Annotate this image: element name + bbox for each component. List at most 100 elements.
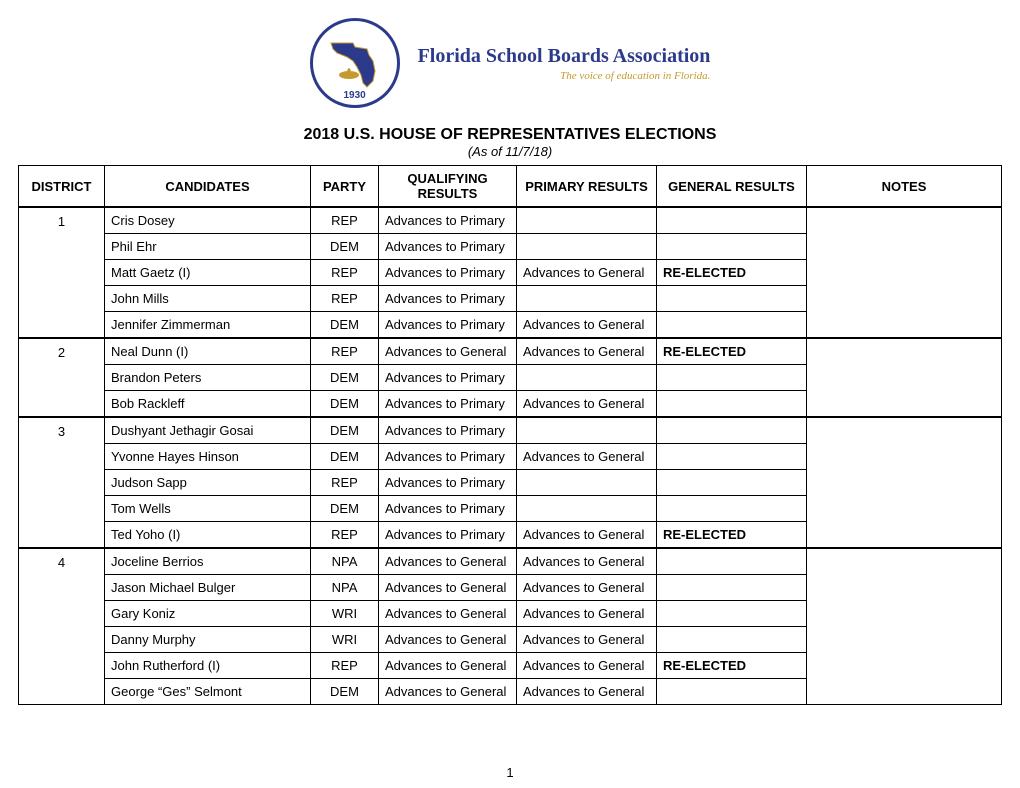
qualifying-cell: Advances to Primary bbox=[379, 470, 517, 496]
general-cell bbox=[657, 417, 807, 444]
primary-cell: Advances to General bbox=[517, 548, 657, 575]
qualifying-cell: Advances to General bbox=[379, 653, 517, 679]
col-qualifying-header: QUALIFYING RESULTS bbox=[379, 166, 517, 208]
primary-cell: Advances to General bbox=[517, 575, 657, 601]
candidate-cell: Joceline Berrios bbox=[105, 548, 311, 575]
district-cell: 4 bbox=[19, 548, 105, 705]
qualifying-cell: Advances to Primary bbox=[379, 207, 517, 234]
document-page: 1930 Florida School Boards Association T… bbox=[0, 0, 1020, 788]
page-subtitle: (As of 11/7/18) bbox=[18, 144, 1002, 159]
party-cell: REP bbox=[311, 522, 379, 549]
party-cell: NPA bbox=[311, 548, 379, 575]
general-cell bbox=[657, 627, 807, 653]
party-cell: DEM bbox=[311, 496, 379, 522]
candidate-cell: George “Ges” Selmont bbox=[105, 679, 311, 705]
party-cell: REP bbox=[311, 470, 379, 496]
logo-text: Florida School Boards Association The vo… bbox=[418, 45, 711, 82]
district-cell: 2 bbox=[19, 338, 105, 417]
primary-cell bbox=[517, 470, 657, 496]
party-cell: DEM bbox=[311, 417, 379, 444]
logo-year: 1930 bbox=[313, 90, 397, 101]
primary-cell: Advances to General bbox=[517, 444, 657, 470]
qualifying-cell: Advances to Primary bbox=[379, 444, 517, 470]
general-cell bbox=[657, 548, 807, 575]
party-cell: REP bbox=[311, 286, 379, 312]
general-cell: RE-ELECTED bbox=[657, 522, 807, 549]
party-cell: REP bbox=[311, 338, 379, 365]
general-cell bbox=[657, 470, 807, 496]
candidate-cell: Tom Wells bbox=[105, 496, 311, 522]
general-cell: RE-ELECTED bbox=[657, 260, 807, 286]
table-header-row: DISTRICT CANDIDATES PARTY QUALIFYING RES… bbox=[19, 166, 1002, 208]
general-cell bbox=[657, 679, 807, 705]
qualifying-cell: Advances to General bbox=[379, 679, 517, 705]
party-cell: DEM bbox=[311, 679, 379, 705]
general-cell bbox=[657, 234, 807, 260]
qualifying-cell: Advances to Primary bbox=[379, 522, 517, 549]
qualifying-cell: Advances to General bbox=[379, 575, 517, 601]
qualifying-cell: Advances to General bbox=[379, 548, 517, 575]
general-cell bbox=[657, 207, 807, 234]
party-cell: DEM bbox=[311, 391, 379, 418]
party-cell: DEM bbox=[311, 312, 379, 339]
candidate-cell: Jennifer Zimmerman bbox=[105, 312, 311, 339]
notes-cell bbox=[807, 417, 1002, 548]
col-primary-header: PRIMARY RESULTS bbox=[517, 166, 657, 208]
header-logo-block: 1930 Florida School Boards Association T… bbox=[18, 18, 1002, 108]
col-party-header: PARTY bbox=[311, 166, 379, 208]
party-cell: WRI bbox=[311, 601, 379, 627]
notes-cell bbox=[807, 338, 1002, 417]
candidate-cell: Brandon Peters bbox=[105, 365, 311, 391]
qualifying-cell: Advances to Primary bbox=[379, 365, 517, 391]
primary-cell: Advances to General bbox=[517, 653, 657, 679]
general-cell bbox=[657, 365, 807, 391]
col-general-header: GENERAL RESULTS bbox=[657, 166, 807, 208]
candidate-cell: Neal Dunn (I) bbox=[105, 338, 311, 365]
primary-cell bbox=[517, 207, 657, 234]
org-name: Florida School Boards Association bbox=[418, 45, 711, 68]
candidate-cell: Gary Koniz bbox=[105, 601, 311, 627]
district-cell: 3 bbox=[19, 417, 105, 548]
general-cell bbox=[657, 391, 807, 418]
party-cell: DEM bbox=[311, 444, 379, 470]
table-row: 2Neal Dunn (I)REPAdvances to GeneralAdva… bbox=[19, 338, 1002, 365]
candidate-cell: Judson Sapp bbox=[105, 470, 311, 496]
table-row: 4Joceline BerriosNPAAdvances to GeneralA… bbox=[19, 548, 1002, 575]
page-title: 2018 U.S. HOUSE OF REPRESENTATIVES ELECT… bbox=[18, 126, 1002, 144]
candidate-cell: Ted Yoho (I) bbox=[105, 522, 311, 549]
candidate-cell: Danny Murphy bbox=[105, 627, 311, 653]
general-cell bbox=[657, 286, 807, 312]
primary-cell bbox=[517, 234, 657, 260]
table-row: 3Dushyant Jethagir GosaiDEMAdvances to P… bbox=[19, 417, 1002, 444]
party-cell: REP bbox=[311, 653, 379, 679]
candidate-cell: Matt Gaetz (I) bbox=[105, 260, 311, 286]
candidate-cell: John Rutherford (I) bbox=[105, 653, 311, 679]
general-cell bbox=[657, 575, 807, 601]
qualifying-cell: Advances to Primary bbox=[379, 234, 517, 260]
primary-cell: Advances to General bbox=[517, 627, 657, 653]
elections-table: DISTRICT CANDIDATES PARTY QUALIFYING RES… bbox=[18, 165, 1002, 705]
qualifying-cell: Advances to Primary bbox=[379, 312, 517, 339]
candidate-cell: Cris Dosey bbox=[105, 207, 311, 234]
primary-cell: Advances to General bbox=[517, 601, 657, 627]
primary-cell bbox=[517, 496, 657, 522]
col-notes-header: NOTES bbox=[807, 166, 1002, 208]
party-cell: DEM bbox=[311, 365, 379, 391]
notes-cell bbox=[807, 207, 1002, 338]
notes-cell bbox=[807, 548, 1002, 705]
primary-cell: Advances to General bbox=[517, 338, 657, 365]
logo-emblem: 1930 bbox=[310, 18, 400, 108]
primary-cell: Advances to General bbox=[517, 522, 657, 549]
qualifying-cell: Advances to Primary bbox=[379, 260, 517, 286]
qualifying-cell: Advances to General bbox=[379, 601, 517, 627]
primary-cell: Advances to General bbox=[517, 312, 657, 339]
qualifying-cell: Advances to Primary bbox=[379, 496, 517, 522]
table-body: 1Cris DoseyREPAdvances to PrimaryPhil Eh… bbox=[19, 207, 1002, 705]
qualifying-cell: Advances to Primary bbox=[379, 286, 517, 312]
primary-cell: Advances to General bbox=[517, 679, 657, 705]
candidate-cell: John Mills bbox=[105, 286, 311, 312]
florida-state-icon bbox=[323, 31, 387, 95]
qualifying-cell: Advances to Primary bbox=[379, 417, 517, 444]
col-district-header: DISTRICT bbox=[19, 166, 105, 208]
org-tagline: The voice of education in Florida. bbox=[418, 70, 711, 82]
